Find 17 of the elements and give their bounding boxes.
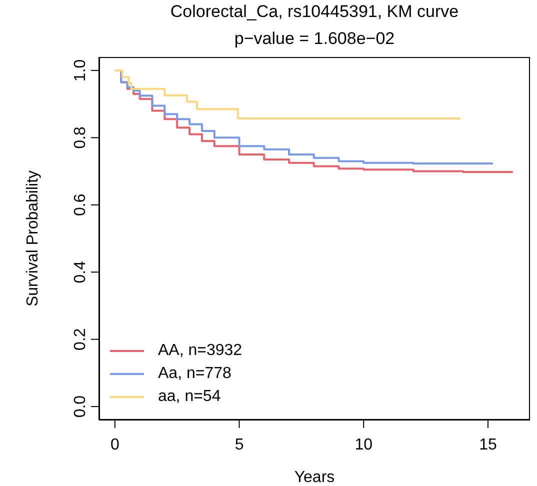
legend-label: aa, n=54 xyxy=(158,388,221,406)
x-tick-label: 5 xyxy=(234,436,244,454)
x-tick-label: 0 xyxy=(110,436,120,454)
chart-title: Colorectal_Ca, rs10445391, KM curve xyxy=(169,2,460,22)
legend-label: AA, n=3932 xyxy=(158,342,242,360)
y-tick-label: 0.6 xyxy=(72,194,89,216)
x-axis-title: Years xyxy=(294,469,335,486)
y-tick-label: 1.0 xyxy=(72,59,89,82)
x-tick-label: 15 xyxy=(479,436,497,454)
y-tick-label: 0.2 xyxy=(72,328,89,350)
x-tick-label: 10 xyxy=(354,436,373,454)
chart-subtitle: p−value = 1.608e−02 xyxy=(233,29,396,49)
legend-label: Aa, n=778 xyxy=(158,364,232,382)
y-tick-label: 0.8 xyxy=(72,126,89,149)
y-tick-label: 0.0 xyxy=(72,395,89,418)
y-tick-label: 0.4 xyxy=(72,260,89,284)
y-axis-title: Survival Probability xyxy=(24,170,42,307)
